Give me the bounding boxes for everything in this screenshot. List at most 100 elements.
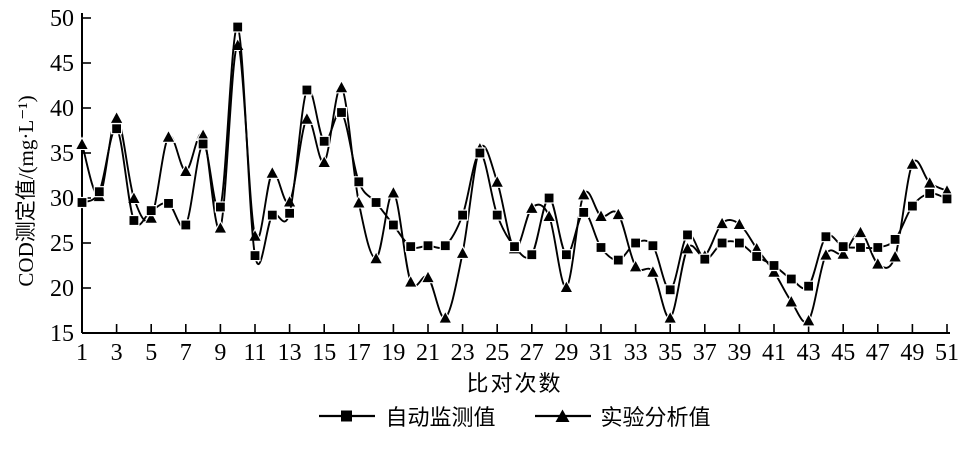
x-tick-label: 5 — [145, 340, 157, 366]
x-tick-label: 31 — [589, 340, 613, 366]
series-auto-marker — [353, 176, 365, 188]
series-lab-marker — [801, 312, 817, 327]
series-auto-marker — [733, 237, 746, 249]
series-lab-marker — [74, 136, 90, 151]
series-lab-marker — [731, 216, 747, 231]
series-auto-marker — [595, 241, 607, 254]
series-lab-marker — [403, 274, 419, 288]
series-lab-marker — [351, 194, 367, 209]
series-auto-marker — [197, 138, 209, 150]
series-auto-marker — [924, 187, 936, 200]
series-lab-marker — [835, 246, 851, 260]
x-tick-label: 15 — [312, 340, 336, 366]
series-lab-marker — [455, 245, 471, 259]
series-lab-marker — [368, 250, 384, 265]
series-lab-marker — [645, 264, 661, 278]
series-auto-marker — [647, 240, 659, 252]
y-tick-label: 35 — [50, 141, 74, 167]
series-auto-marker — [508, 241, 521, 253]
series-lab-marker — [524, 200, 540, 214]
series-lab-marker — [887, 248, 903, 263]
series-lab-marker — [299, 111, 315, 125]
y-tick-label: 50 — [50, 6, 74, 32]
series-lab-marker — [385, 184, 401, 199]
series-auto-marker — [128, 214, 140, 227]
series-auto-marker — [284, 207, 296, 219]
series-lab-marker — [853, 224, 868, 239]
series-auto-marker — [543, 192, 555, 204]
series-lab-marker — [576, 186, 592, 201]
x-axis-title: 比对次数 — [466, 371, 563, 396]
series-auto-marker — [180, 219, 192, 231]
series-auto-marker — [578, 206, 590, 218]
series-lab-marker — [714, 215, 730, 230]
series-auto-marker — [612, 254, 624, 266]
x-tick-label: 23 — [451, 340, 475, 366]
series-auto-marker — [664, 284, 676, 296]
x-tick-label: 17 — [347, 340, 371, 366]
series-lab-marker — [126, 190, 142, 205]
x-tick-label: 45 — [831, 340, 855, 366]
x-tick-label: 41 — [762, 340, 786, 366]
series-auto-marker — [716, 237, 728, 249]
series-lab-marker — [178, 163, 194, 178]
series-lab-marker — [922, 175, 938, 189]
y-axis-title: COD测定值/(mg·L⁻¹) — [14, 95, 38, 287]
series-lab-marker — [109, 110, 125, 124]
series-auto-marker — [370, 196, 382, 209]
x-tick-label: 19 — [381, 340, 405, 366]
x-tick-label: 39 — [727, 340, 751, 366]
series-lab-marker — [334, 79, 349, 94]
series-auto-marker — [422, 240, 434, 252]
series-lab-marker — [489, 174, 505, 188]
legend-label-lab: 实验分析值 — [600, 405, 711, 430]
series-auto-marker — [439, 240, 451, 252]
series-lab-marker — [437, 310, 453, 324]
x-tick-label: 47 — [866, 340, 890, 366]
x-tick-label: 21 — [416, 340, 440, 366]
series-auto-marker — [854, 241, 867, 254]
series-auto-marker — [906, 200, 919, 212]
series-auto-marker — [145, 205, 157, 217]
x-tick-label: 33 — [624, 340, 648, 366]
series-lab-marker — [541, 208, 557, 223]
legend-item-lab: 实验分析值 — [534, 400, 711, 432]
series-lab-marker — [143, 210, 159, 224]
series-lab-marker — [316, 154, 332, 169]
series-lab-marker — [662, 310, 678, 324]
series-auto-marker — [889, 233, 901, 245]
y-tick-label: 20 — [50, 276, 74, 302]
x-tick-label: 27 — [520, 340, 544, 366]
series-lab-marker — [558, 279, 574, 294]
series-auto-marker — [802, 280, 815, 292]
x-tick-label: 11 — [243, 340, 266, 366]
series-auto-marker — [751, 250, 763, 263]
series-auto-marker — [474, 147, 486, 159]
series-lab-marker — [818, 247, 834, 261]
series-auto-marker — [941, 193, 953, 205]
series-auto-marker — [76, 196, 88, 209]
series-auto-marker — [405, 241, 417, 253]
series-lab-marker — [247, 228, 263, 242]
series-lab-marker — [161, 129, 176, 143]
series-auto-marker — [266, 209, 278, 221]
series-auto-marker — [457, 209, 469, 221]
series-lab-marker — [783, 293, 799, 308]
series-lab-marker — [264, 165, 280, 179]
y-tick-label: 40 — [50, 96, 74, 122]
series-lab-marker — [680, 240, 695, 255]
x-tick-label: 43 — [797, 340, 821, 366]
series-auto-marker — [249, 250, 261, 262]
x-tick-label: 49 — [900, 340, 924, 366]
series-auto-marker — [681, 229, 694, 241]
series-auto-marker — [629, 237, 642, 249]
series-auto-marker — [872, 241, 884, 254]
x-tick-label: 35 — [658, 340, 682, 366]
series-lab-marker — [212, 220, 228, 234]
y-tick-label: 30 — [50, 186, 74, 212]
series-auto-marker — [214, 201, 226, 213]
series-auto-marker — [162, 197, 175, 209]
series-lab-marker — [628, 258, 644, 273]
